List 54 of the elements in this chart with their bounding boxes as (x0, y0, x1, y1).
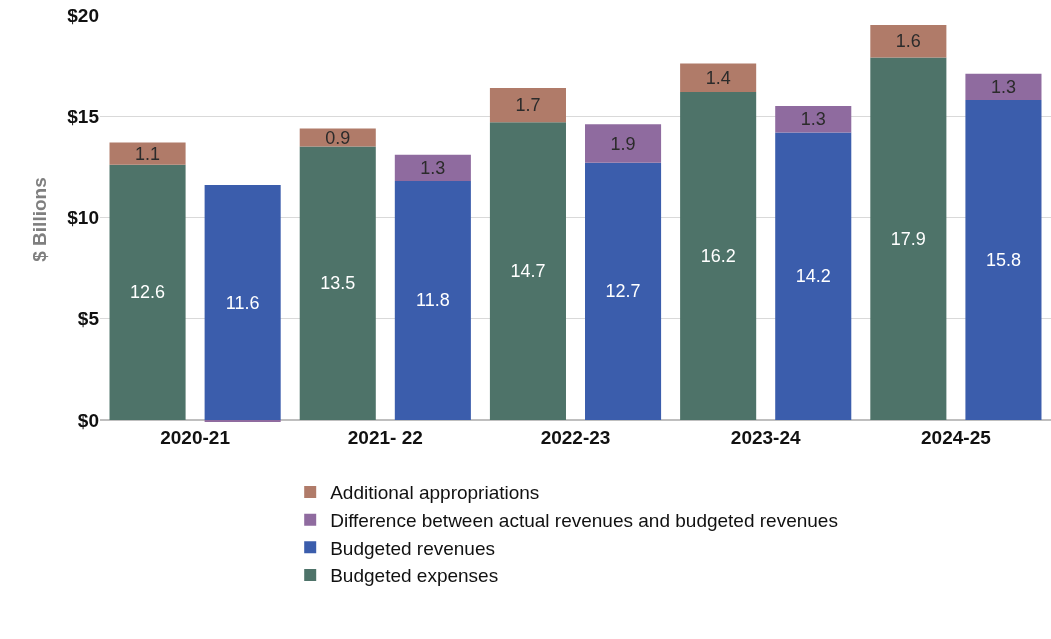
data-label: 17.9 (890, 228, 926, 249)
data-label: 16.2 (700, 245, 736, 266)
bar (489, 87, 566, 123)
data-label: 12.7 (605, 281, 641, 302)
bar (965, 100, 1042, 420)
bar (585, 124, 662, 163)
data-label: 1.3 (420, 157, 446, 178)
data-label: 1.3 (800, 109, 826, 130)
legend-label: Additional appropriations (330, 482, 540, 504)
data-label: 11.6 (225, 292, 260, 313)
bar (489, 122, 566, 420)
y-tick-label: $20 (67, 4, 99, 26)
data-label: 13.5 (320, 273, 356, 294)
bar (965, 73, 1042, 101)
data-label: 0.9 (325, 127, 351, 148)
x-tick-label: 2024-25 (921, 427, 992, 448)
x-tick-label: 2022-23 (540, 427, 611, 448)
bar (204, 419, 281, 422)
data-label: 1.9 (610, 133, 636, 154)
data-label: 11.8 (416, 290, 450, 311)
x-tick-label: 2020-21 (160, 427, 231, 448)
data-label: 14.2 (795, 266, 831, 287)
data-label: 1.3 (990, 76, 1016, 97)
x-tick-label: 2021- 22 (347, 427, 423, 448)
legend-label: Budgeted expenses (330, 565, 499, 587)
bar (775, 106, 852, 133)
bar (870, 57, 947, 420)
data-label: 14.7 (510, 261, 546, 282)
y-tick-label: $0 (77, 409, 99, 431)
legend-label: Difference between actual revenues and budgeted revenues (330, 510, 838, 532)
bar (204, 185, 281, 420)
bar (299, 128, 376, 147)
data-label: 12.6 (130, 282, 166, 303)
bar (585, 162, 662, 420)
y-tick-label: $10 (67, 207, 99, 229)
bar (680, 91, 757, 420)
data-label: 15.8 (985, 249, 1021, 270)
bar (680, 63, 757, 92)
bar (109, 164, 186, 420)
bar (394, 154, 471, 182)
bar (109, 142, 186, 165)
bar (299, 146, 376, 420)
bar (870, 25, 947, 58)
bar (775, 132, 852, 420)
y-axis-title: $ Billions (29, 177, 51, 262)
x-tick-label: 2023-24 (730, 427, 801, 448)
data-label: 1.6 (895, 31, 921, 52)
data-label: 1.7 (515, 95, 541, 116)
legend-label: Budgeted revenues (330, 537, 495, 559)
y-tick-label: $15 (67, 105, 100, 127)
data-label: 1.4 (705, 67, 731, 88)
y-tick-label: $5 (77, 308, 100, 330)
bar (394, 181, 471, 420)
data-label: 1.1 (135, 143, 161, 164)
